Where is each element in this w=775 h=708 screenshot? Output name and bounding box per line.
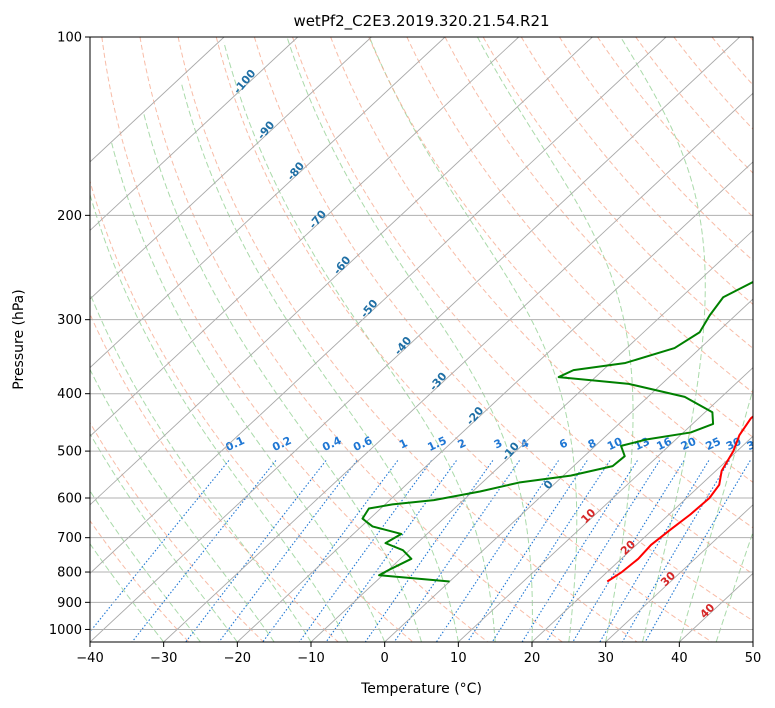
x-tick-label: −10 [297, 651, 324, 666]
isotherm-line [90, 37, 667, 575]
mixing-ratio-label: 36 [745, 435, 765, 453]
isotherm-line [605, 504, 753, 642]
isotherm-line [90, 37, 741, 642]
x-tick-label: −30 [150, 651, 177, 666]
moist-adiabat-line [477, 37, 634, 642]
moist-adiabat-line [90, 542, 165, 642]
y-tick-label: 500 [57, 445, 82, 460]
dry-adiabat-line [90, 519, 190, 642]
moist-adiabat-line [90, 192, 349, 642]
dry-adiabat-line [90, 312, 339, 642]
isotherm-line [531, 435, 753, 642]
moist-adiabat-line [180, 82, 459, 642]
sounding-series [361, 280, 753, 583]
isotherm-line [90, 37, 593, 506]
mixing-ratio-line [644, 460, 751, 642]
mixing-ratio-label: 25 [703, 435, 722, 453]
dewpoint-line [361, 280, 753, 583]
isotherm-line [90, 37, 299, 232]
chart-title: wetPf2_C2E3.2019.320.21.54.R21 [293, 12, 549, 31]
dry-adiabat-line [215, 37, 713, 642]
y-tick-label: 700 [57, 531, 82, 546]
moist-adiabat-line [620, 37, 706, 642]
y-tick-label: 900 [57, 596, 82, 611]
moist-adiabats [90, 37, 753, 642]
x-tick-label: −40 [76, 651, 103, 666]
isotherms [90, 37, 753, 642]
moist-adiabat-line [223, 41, 496, 642]
moist-adiabat-line [90, 432, 238, 642]
y-axis-label: Pressure (hPa) [11, 289, 27, 389]
y-tick-label: 300 [57, 313, 82, 328]
pressure-gridlines [90, 37, 753, 630]
moist-adiabat-line [368, 37, 578, 642]
mixing-ratio-label: 10 [605, 435, 625, 453]
isotherm-line [310, 229, 753, 642]
mixing-ratio-line [298, 460, 433, 642]
mixing-ratio-line [262, 460, 399, 642]
mixing-ratio-line [435, 460, 559, 642]
mixing-ratio-line [90, 460, 230, 633]
moist-adiabat-line [90, 292, 312, 642]
x-tick-label: 30 [597, 651, 614, 666]
mixing-ratio-line [131, 460, 277, 642]
dry-adiabat-line [253, 37, 753, 622]
temperature-line [606, 415, 753, 583]
moist-adiabat-line [286, 37, 533, 642]
y-axis: 100 200 300 400 500 600 700 800 900 1000 [49, 31, 90, 638]
moist-adiabat-line [111, 142, 386, 642]
y-tick-label: 600 [57, 492, 82, 507]
isotherm-line [237, 161, 753, 642]
mixing-ratio-line [599, 460, 710, 642]
y-tick-label: 400 [57, 387, 82, 402]
isotherm-line [458, 367, 753, 642]
mixing-ratio-line [572, 460, 685, 642]
dry-adiabat-line [482, 37, 753, 350]
dry-adiabat-line [90, 179, 414, 642]
dry-adiabat-line [330, 37, 753, 529]
isotherm-line [90, 37, 225, 163]
isotherm-line [90, 37, 446, 369]
mixing-ratio-line [521, 460, 638, 642]
mixing-ratio-line [491, 460, 611, 642]
isotherm-line [163, 92, 753, 642]
dry-adiabat-line [292, 37, 753, 575]
x-axis: −40 −30 −20 −10 0 10 20 30 40 50 [76, 642, 761, 666]
dry-adiabat-line [177, 37, 638, 642]
mixing-ratio-line [467, 460, 588, 642]
y-tick-label: 800 [57, 566, 82, 581]
mixing-ratio-label: 16 [655, 435, 675, 453]
isotherm-line [384, 298, 753, 642]
dry-adiabat-line [368, 37, 753, 483]
dry-adiabats [90, 37, 753, 642]
mixing-ratio-label: 20 [679, 435, 699, 453]
mixing-ratio-line [218, 460, 358, 642]
dry-adiabat-line [520, 37, 753, 306]
x-tick-label: −20 [224, 651, 251, 666]
dry-adiabat-line [635, 37, 753, 174]
y-tick-label: 100 [57, 31, 82, 46]
plot-frame [89, 36, 754, 643]
isotherm-line [90, 37, 372, 300]
dry-adiabat-line [406, 37, 753, 438]
x-tick-label: 20 [524, 651, 541, 666]
x-tick-label: 50 [745, 651, 762, 666]
isotherm-line [90, 37, 520, 437]
dry-adiabat-line [101, 37, 488, 642]
y-tick-label: 200 [57, 209, 82, 224]
mixing-ratio-line [325, 460, 457, 642]
x-tick-label: 0 [381, 651, 389, 666]
dry-adiabat-line [90, 421, 264, 642]
x-axis-label: Temperature (°C) [360, 681, 482, 697]
x-tick-label: 10 [450, 651, 467, 666]
dry-adiabat-line [139, 37, 563, 642]
x-tick-label: 40 [671, 651, 688, 666]
mixing-ratio-line [621, 460, 730, 642]
y-tick-label: 1000 [49, 623, 82, 638]
